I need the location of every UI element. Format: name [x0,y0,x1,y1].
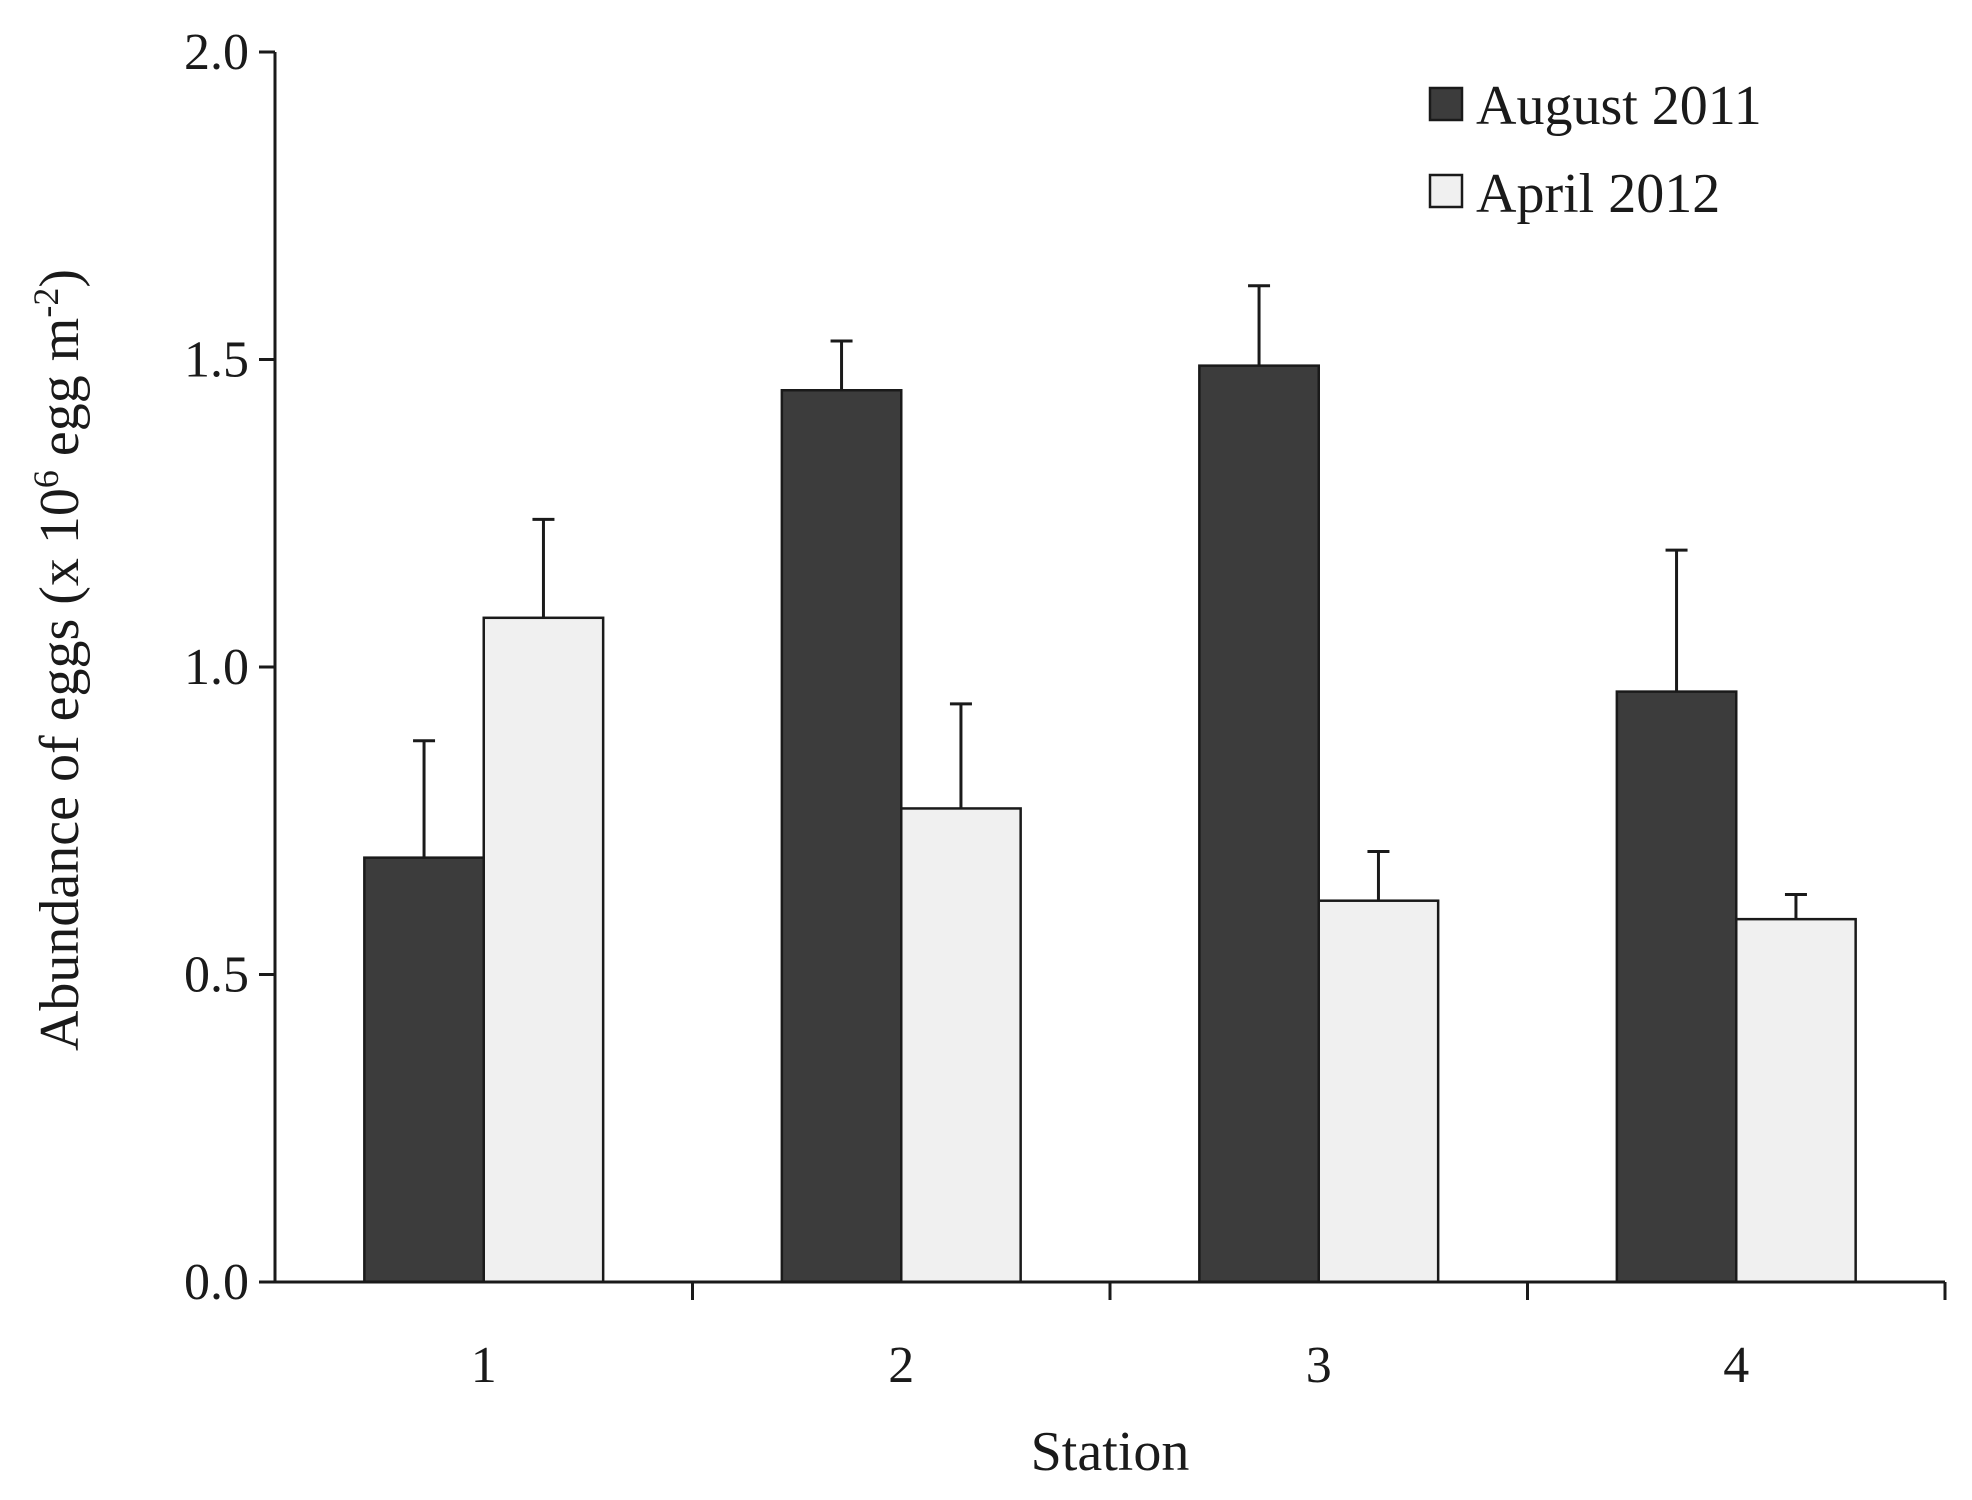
bar-august-2011-station-4 [1615,690,1738,1284]
bar-april-2012-station-1 [482,616,605,1284]
bar-august-2011-station-1 [363,856,485,1284]
y-axis-ticks: 0.0 0.5 1.0 1.5 2.0 [184,24,275,1311]
bar-august-2011-station-3 [1198,364,1320,1284]
y-axis-title-superscript-6: 6 [26,470,66,488]
x-tick-label: 3 [1306,1337,1332,1394]
y-tick-label: 2.0 [184,24,249,81]
y-axis-title-superscript-minus-2: -2 [26,288,66,318]
legend-label-august-2011: August 2011 [1476,75,1762,137]
x-tick-label: 1 [471,1337,497,1394]
x-axis-ticks: 1 2 3 4 [471,1282,1947,1394]
bar-april-2012-station-4 [1735,917,1857,1284]
bar-april-2012-station-2 [900,807,1022,1284]
y-axis-title-main: Abundance of eggs (x 10 [29,488,91,1051]
plot-area [363,284,1857,1284]
y-tick-label: 1.5 [184,332,249,389]
y-tick-label: 1.0 [184,639,249,696]
y-axis-title-close: ) [29,269,91,288]
bar-august-2011-station-2 [780,389,903,1284]
y-tick-label: 0.5 [184,947,249,1004]
y-axis-title-unit: egg m [29,318,91,470]
legend-label-april-2012: April 2012 [1476,163,1720,225]
x-axis-title: Station [1031,1421,1190,1483]
legend-swatch-april-2012 [1428,173,1464,209]
legend: August 2011 April 2012 [1428,75,1762,225]
y-tick-label: 0.0 [184,1254,249,1311]
x-tick-label: 4 [1723,1337,1749,1394]
bar-april-2012-station-3 [1317,899,1440,1284]
x-tick-label: 2 [888,1337,914,1394]
y-axis-title: Abundance of eggs (x 106 egg m-2) [26,269,91,1051]
legend-swatch-august-2011 [1428,86,1464,122]
